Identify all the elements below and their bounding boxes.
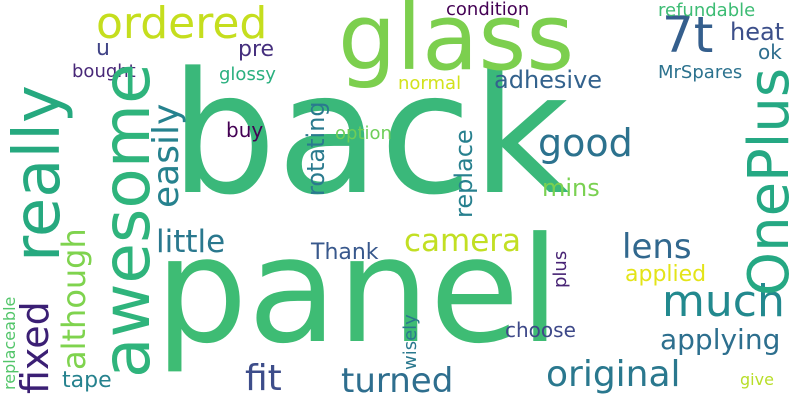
word-applying: applying bbox=[660, 323, 781, 356]
word-turned: turned bbox=[341, 361, 454, 400]
word-replaceable: replaceable bbox=[0, 296, 19, 390]
word-bought: bought bbox=[72, 61, 136, 82]
word-ordered: ordered bbox=[96, 0, 268, 49]
word-back: back bbox=[170, 36, 570, 232]
word-rotating: rotating bbox=[302, 101, 330, 196]
word-choose: choose bbox=[505, 318, 576, 342]
word-mrspares: MrSpares bbox=[658, 62, 743, 83]
word-applied: applied bbox=[625, 262, 707, 287]
word-camera: camera bbox=[404, 223, 522, 259]
word-easily: easily bbox=[146, 103, 187, 208]
word-panel: panel bbox=[155, 206, 561, 376]
word-7t: 7t bbox=[662, 6, 714, 64]
word-although: although bbox=[55, 228, 93, 370]
word-good: good bbox=[538, 121, 633, 165]
word-little: little bbox=[156, 224, 226, 260]
word-ok: ok bbox=[758, 40, 782, 64]
word-refundable: refundable bbox=[658, 0, 756, 21]
word-replace: replace bbox=[450, 129, 478, 218]
word-fit: fit bbox=[245, 358, 282, 399]
word-thank: Thank bbox=[311, 240, 379, 265]
word-much: much bbox=[662, 276, 785, 327]
word-mins: mins bbox=[542, 174, 600, 202]
word-adhesive: adhesive bbox=[494, 66, 603, 94]
word-plus: plus bbox=[550, 250, 571, 288]
word-lens: lens bbox=[622, 227, 692, 267]
word-oneplus: OnePlus bbox=[737, 67, 800, 296]
word-glass: glass bbox=[338, 0, 575, 91]
word-condition: condition bbox=[446, 0, 530, 20]
word-option: option bbox=[335, 123, 392, 144]
word-wisely: wisely bbox=[400, 314, 421, 370]
word-original: original bbox=[546, 354, 681, 395]
word-normal: normal bbox=[398, 73, 462, 94]
word-fixed: fixed bbox=[13, 301, 57, 394]
word-heat: heat bbox=[730, 18, 785, 46]
word-u: u bbox=[96, 36, 110, 61]
word-give: give bbox=[740, 370, 774, 389]
word-glossy: glossy bbox=[219, 64, 276, 85]
word-buy: buy bbox=[226, 118, 264, 142]
word-tape: tape bbox=[62, 368, 112, 393]
word-pre: pre bbox=[238, 37, 275, 62]
